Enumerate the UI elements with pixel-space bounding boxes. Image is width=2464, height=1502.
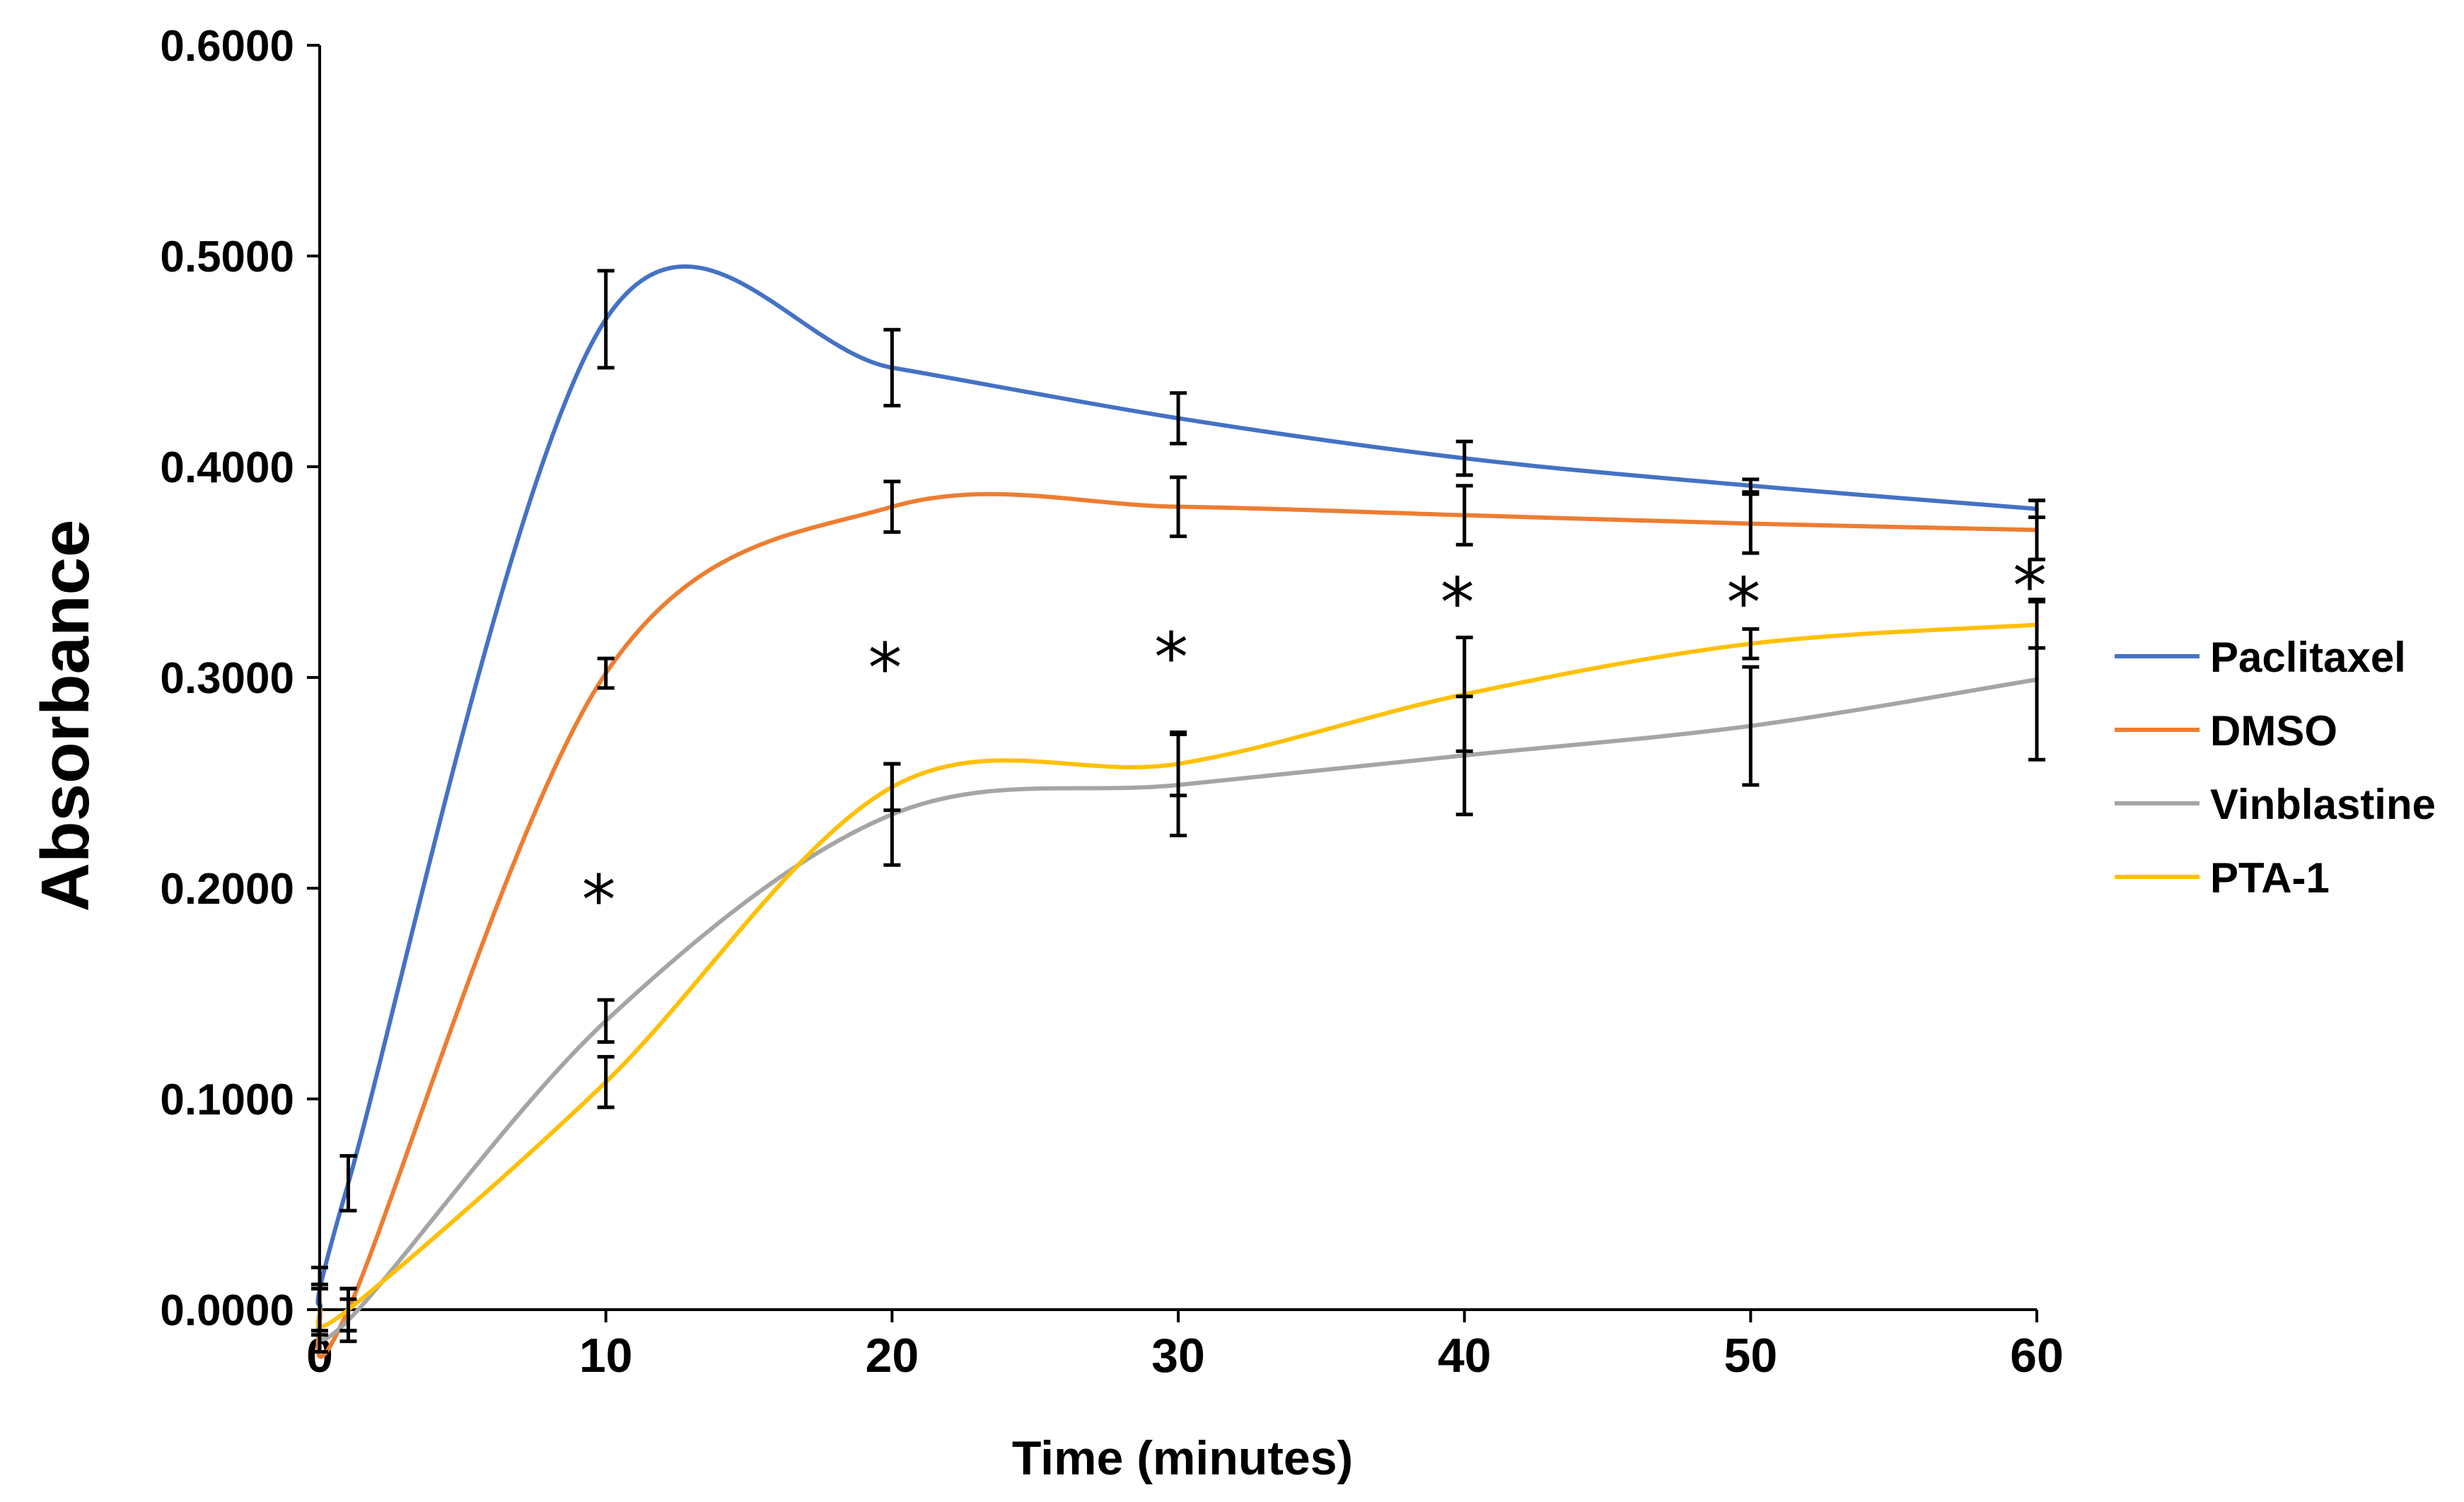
error-bar-paclitaxel [1170,391,1187,446]
y-tick-label: 0.2000 [160,865,294,914]
legend-label-paclitaxel: Paclitaxel [2210,634,2406,681]
significance-star: * [1726,564,1760,643]
y-tick-label: 0.6000 [160,22,294,71]
series-layer [315,264,2039,1359]
error-bar-paclitaxel [1742,477,1760,494]
error-bar-pta-1 [883,762,901,813]
error-bars [311,269,2045,1354]
series-line-dmso [315,491,2039,1359]
error-bar-pta-1 [311,1286,328,1333]
significance-star: * [2013,547,2047,626]
y-tick-label: 0.0000 [160,1286,294,1335]
error-bar-vinblastine [1742,665,1760,787]
x-tick-label: 60 [2010,1329,2064,1382]
y-tick-label: 0.1000 [160,1076,294,1124]
error-bar-pta-1 [1455,635,1473,753]
error-bar-paclitaxel [597,269,615,370]
x-tick-label: 20 [866,1329,919,1382]
series-line-paclitaxel [315,264,2039,1312]
error-bar-paclitaxel [339,1153,357,1213]
error-bar-dmso [597,656,615,690]
error-bar-pta-1 [2028,600,2045,650]
axes: 0.0000 0.1000 0.2000 0.3000 0.4000 0.5000 0.60… [160,22,2063,1382]
legend-label-dmso: DMSO [2210,707,2337,755]
series-line-pta-1 [315,622,2039,1329]
legend: Paclitaxel DMSO Vinblastine PTA-1 [2115,634,2436,902]
significance-star: * [1154,618,1188,697]
legend-label-vinblastine: Vinblastine [2210,781,2436,828]
y-tick-label: 0.4000 [160,443,294,492]
error-bar-pta-1 [1742,627,1760,660]
error-bar-dmso [2028,499,2045,561]
x-ticks: 0 10 20 30 40 50 60 [306,1310,2064,1382]
error-bar-vinblastine [597,998,615,1044]
series-line-vinblastine [315,677,2039,1342]
y-ticks: 0.0000 0.1000 0.2000 0.3000 0.4000 0.5000 0.60… [160,22,320,1335]
x-tick-label: 30 [1151,1329,1205,1382]
x-tick-label: 40 [1438,1329,1492,1382]
significance-star: * [1441,564,1475,643]
x-tick-label: 10 [579,1329,633,1382]
error-bar-pta-1 [1170,730,1187,798]
error-bar-paclitaxel [883,327,901,408]
x-tick-label: 50 [1724,1329,1778,1382]
significance-star: * [868,629,902,708]
y-tick-label: 0.3000 [160,654,294,703]
error-bar-dmso [1170,475,1187,538]
y-axis-title: Absorbance [28,520,103,912]
significance-star: * [582,861,616,940]
error-bar-paclitaxel [1455,439,1473,477]
error-bar-pta-1 [339,1286,357,1333]
legend-label-pta-1: PTA-1 [2210,854,2330,902]
x-axis-title: Time (minutes) [1012,1431,1353,1485]
error-bar-dmso [883,479,901,534]
error-bar-dmso [1455,484,1473,547]
error-bar-pta-1 [597,1054,615,1110]
significance-annotations: * * * * * * [582,547,2047,940]
y-tick-label: 0.5000 [160,233,294,281]
error-bar-dmso [1742,492,1760,555]
